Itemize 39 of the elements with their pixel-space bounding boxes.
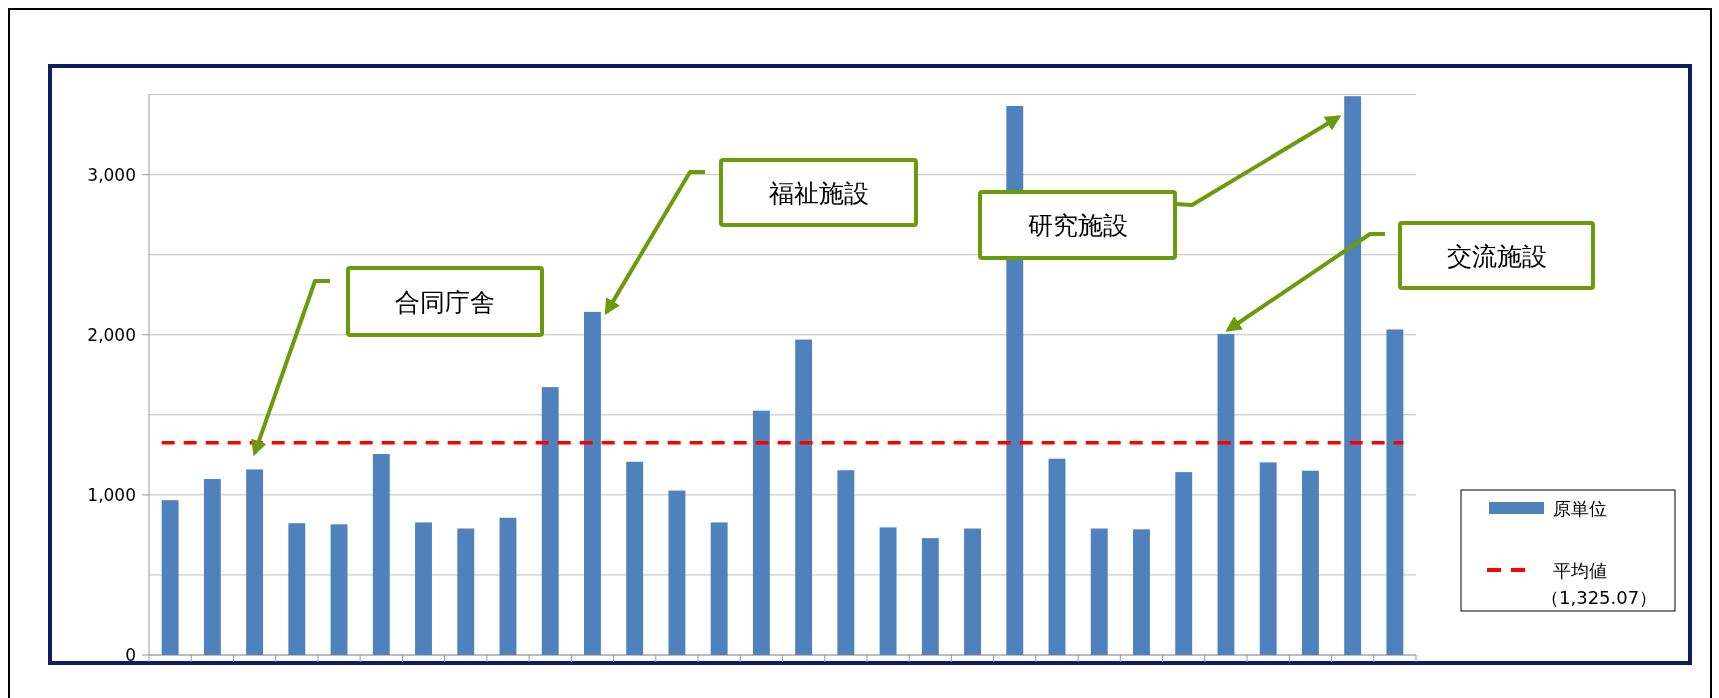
legend-label: 原単位 [1553,498,1607,519]
annotation: 福祉施設 [768,178,869,208]
y-tick-label: 1,000 [87,484,136,505]
bar [879,527,897,655]
bar [921,538,939,655]
bar [1301,470,1319,655]
bar [541,387,559,655]
bar [203,479,221,655]
bar [1133,529,1150,655]
bar [499,517,517,655]
bar [795,339,813,655]
bar [837,470,855,655]
bar [1175,472,1193,655]
bar [1217,333,1235,655]
bar [1048,458,1066,655]
bar [372,454,390,655]
bar [415,522,432,655]
bar [626,461,644,655]
bar [1386,329,1404,655]
bar [668,490,686,655]
bar [1090,528,1108,655]
bar [710,522,728,655]
bar [752,410,770,655]
bar [964,528,981,655]
y-tick-label: 3,000 [87,164,136,185]
bar [161,500,179,655]
bar [457,528,475,655]
bar [246,469,264,655]
text: 交流施設 [1446,241,1547,271]
bar [330,524,348,655]
bar [584,311,601,655]
bar [288,523,306,655]
y-tick-label: 2,000 [87,324,136,345]
y-tick-label: 0 [125,645,136,665]
legend-label: 平均値（1,325.07） [1541,560,1658,608]
bar [1344,96,1362,655]
annotation: 研究施設 [1027,211,1128,240]
bar [1259,462,1277,655]
annotation: 合同庁舎 [395,287,495,317]
